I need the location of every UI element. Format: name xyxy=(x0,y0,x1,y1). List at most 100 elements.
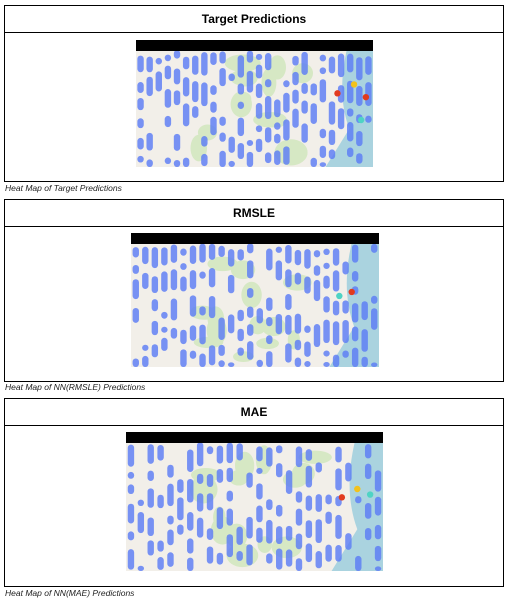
heat-blob xyxy=(274,122,281,130)
heat-blob xyxy=(199,306,206,316)
heat-blob xyxy=(328,129,336,146)
heat-blob xyxy=(187,449,194,472)
heat-blob xyxy=(201,52,208,76)
heat-blob xyxy=(237,117,245,137)
map-header-bar xyxy=(126,432,383,443)
heat-blob xyxy=(256,446,263,462)
heat-blob xyxy=(182,157,190,167)
heat-blob xyxy=(219,116,226,126)
heat-blob xyxy=(371,362,378,367)
heat-blob xyxy=(236,443,243,461)
heat-blob xyxy=(274,99,281,118)
hotspot-marker xyxy=(336,292,343,300)
heat-blob xyxy=(146,132,153,151)
heat-blob xyxy=(264,96,272,120)
heat-blob xyxy=(237,55,245,78)
heat-blob xyxy=(342,300,349,314)
heat-blob xyxy=(374,496,382,516)
heat-blob xyxy=(137,82,144,93)
heat-blob xyxy=(247,341,254,360)
heat-blob xyxy=(319,79,327,103)
heat-blob xyxy=(337,108,345,130)
heat-blob xyxy=(173,90,181,106)
heat-blob xyxy=(264,152,272,164)
heat-blob xyxy=(210,101,217,113)
heat-blob xyxy=(355,555,362,571)
mae-heatmap-map[interactable] xyxy=(126,432,383,571)
heat-blob xyxy=(255,53,263,60)
heat-blob xyxy=(246,472,253,488)
hotspot-marker xyxy=(348,288,355,296)
heat-blob xyxy=(255,138,263,153)
heat-blob xyxy=(347,53,354,73)
heat-blob xyxy=(374,545,382,562)
heat-blob xyxy=(266,447,273,467)
heat-blob xyxy=(325,544,332,562)
heat-blob xyxy=(342,350,349,358)
heat-blob xyxy=(127,503,135,524)
heat-blob xyxy=(301,100,308,114)
heat-blob xyxy=(342,261,349,275)
heat-blob xyxy=(151,344,159,358)
rmsle-heatmap-map[interactable] xyxy=(131,233,379,367)
heat-blob xyxy=(216,507,224,530)
heat-blob xyxy=(164,157,172,165)
heat-blob xyxy=(173,159,181,167)
heat-blob xyxy=(187,557,194,571)
heat-blob xyxy=(361,301,368,321)
rmsle-panel: RMSLE xyxy=(4,199,504,382)
hotspot-marker xyxy=(354,485,361,493)
heat-blob xyxy=(167,515,174,525)
heat-blob xyxy=(127,444,135,467)
heat-blob xyxy=(199,353,206,367)
heat-blob xyxy=(157,540,164,552)
panel-title: MAE xyxy=(5,399,503,426)
heat-blob xyxy=(332,270,340,292)
heat-blob xyxy=(313,279,321,302)
heat-blob xyxy=(161,311,168,319)
heat-blob xyxy=(274,133,281,144)
park-area xyxy=(298,450,332,464)
heat-blob xyxy=(323,275,330,289)
heat-blob xyxy=(157,557,164,570)
park-area xyxy=(274,139,308,166)
heat-blob xyxy=(266,335,273,345)
heat-blob xyxy=(187,538,194,554)
heat-blob xyxy=(208,295,216,319)
target-heatmap-map[interactable] xyxy=(136,40,373,167)
figure-caption: Heat Map of Target Predictions xyxy=(5,183,122,193)
heat-blob xyxy=(146,76,153,97)
heat-blob xyxy=(347,108,354,117)
heat-blob xyxy=(356,57,363,81)
heat-blob xyxy=(180,349,187,367)
heat-blob xyxy=(371,308,378,330)
heat-blob xyxy=(237,347,244,356)
heat-blob xyxy=(276,445,283,454)
heat-blob xyxy=(151,276,159,294)
heat-blob xyxy=(151,247,159,269)
heat-blob xyxy=(219,132,226,142)
heat-blob xyxy=(237,309,244,322)
heat-blob xyxy=(323,362,330,367)
heat-blob xyxy=(315,462,322,473)
heat-blob xyxy=(264,79,272,88)
heat-blob xyxy=(328,101,336,125)
heat-blob xyxy=(199,243,206,263)
heat-blob xyxy=(142,344,149,351)
heat-blob xyxy=(313,324,321,348)
heat-blob xyxy=(332,248,340,266)
heat-blob xyxy=(305,543,313,563)
heat-blob xyxy=(364,502,372,519)
heat-blob xyxy=(323,350,330,357)
heat-blob xyxy=(365,115,372,123)
heat-blob xyxy=(157,494,164,509)
heat-blob xyxy=(196,517,204,538)
heat-blob xyxy=(266,297,273,311)
heat-blob xyxy=(196,473,204,484)
heat-blob xyxy=(208,243,216,260)
heat-blob xyxy=(313,250,321,258)
target-predictions-panel: Target Predictions xyxy=(4,5,504,182)
hotspots xyxy=(336,288,355,300)
heat-blob xyxy=(137,55,144,73)
heat-blob xyxy=(180,248,187,256)
